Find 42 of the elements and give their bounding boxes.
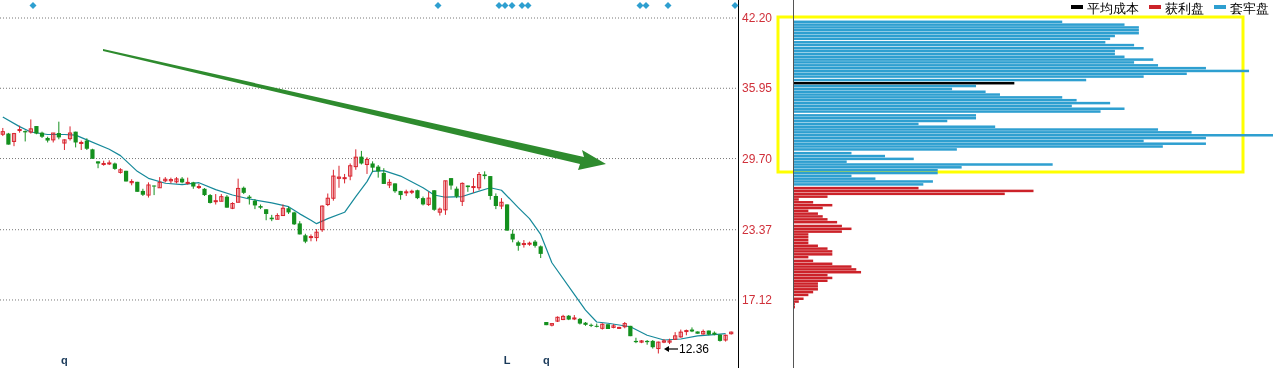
y-tick-label: 42.20 [742, 11, 773, 25]
y-tick-label: 23.37 [742, 222, 773, 237]
bar [794, 180, 933, 183]
candlestick [196, 183, 202, 190]
candlestick [320, 204, 325, 233]
bar [794, 58, 1154, 61]
candlestick [532, 239, 538, 249]
x-tick-label: L [503, 354, 511, 366]
candlestick [67, 125, 73, 142]
bar [794, 297, 804, 300]
bar [794, 247, 828, 250]
bar [794, 268, 857, 271]
bar [794, 26, 1139, 29]
bar [794, 253, 833, 256]
candlestick [353, 148, 358, 171]
candlestick [460, 181, 465, 207]
bar [794, 134, 1273, 137]
line-series [2, 116, 727, 341]
legend-label: 平均成本 [1087, 1, 1139, 16]
legend-label: 获利盘 [1165, 1, 1204, 16]
bar [794, 250, 833, 253]
annotation: 12.36 [679, 342, 710, 356]
candlestick [11, 132, 17, 147]
candlestick [264, 208, 269, 221]
candlestick [236, 178, 241, 203]
legend-label: 套牢盘 [1230, 1, 1269, 16]
candlestick [151, 185, 157, 196]
candlestick [364, 156, 370, 175]
y-tick-label: 17.12 [742, 292, 773, 307]
x-tick-label: q [61, 354, 68, 366]
bar [794, 285, 818, 288]
y-tick-label: 29.70 [742, 151, 773, 166]
candlestick [589, 323, 594, 328]
bar [794, 142, 1206, 145]
bar [794, 288, 818, 291]
bar [794, 107, 1125, 110]
y-tick-label: 35.95 [742, 81, 773, 96]
bar [794, 163, 1053, 166]
bar [794, 265, 852, 268]
candlestick [432, 189, 437, 212]
x-tick-label: q [542, 354, 550, 366]
candlestick [488, 175, 493, 201]
